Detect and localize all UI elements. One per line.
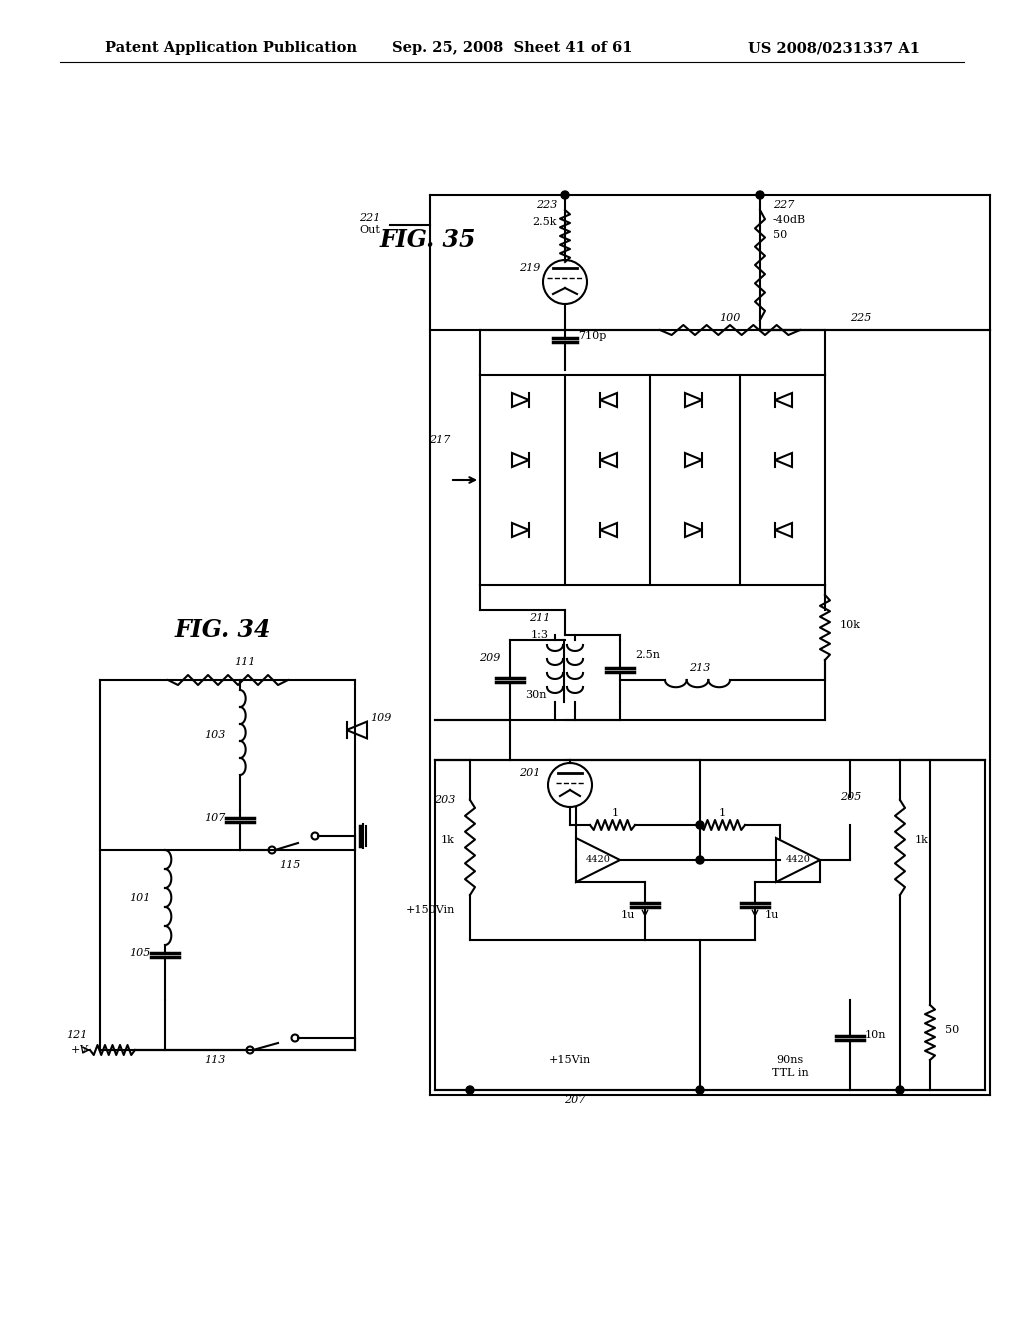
Polygon shape — [512, 453, 529, 467]
Circle shape — [756, 191, 764, 199]
Text: 101: 101 — [129, 894, 151, 903]
Text: Sep. 25, 2008  Sheet 41 of 61: Sep. 25, 2008 Sheet 41 of 61 — [392, 41, 632, 55]
Text: 10n: 10n — [865, 1030, 887, 1040]
Circle shape — [561, 191, 569, 199]
Text: 225: 225 — [850, 313, 871, 323]
Text: 100: 100 — [719, 313, 740, 323]
Polygon shape — [775, 453, 792, 467]
Polygon shape — [685, 393, 702, 407]
Text: 211: 211 — [529, 612, 551, 623]
Circle shape — [896, 1086, 904, 1094]
Text: 105: 105 — [129, 948, 151, 958]
Text: 121: 121 — [67, 1030, 88, 1040]
Text: 103: 103 — [205, 730, 225, 741]
Text: 710p: 710p — [578, 331, 606, 341]
Text: -40dB: -40dB — [773, 215, 806, 224]
Text: 207: 207 — [564, 1096, 586, 1105]
Text: 219: 219 — [519, 263, 541, 273]
Text: 217: 217 — [429, 436, 450, 445]
Polygon shape — [600, 523, 617, 537]
Text: 4420: 4420 — [586, 855, 610, 865]
Text: FIG. 35: FIG. 35 — [380, 228, 476, 252]
Text: 1: 1 — [611, 808, 618, 818]
Text: 205: 205 — [840, 792, 861, 803]
Text: 2.5k: 2.5k — [532, 216, 557, 227]
Text: 113: 113 — [205, 1055, 225, 1065]
Polygon shape — [512, 393, 529, 407]
Text: 50: 50 — [945, 1026, 959, 1035]
Text: TTL in: TTL in — [772, 1068, 808, 1078]
Text: 90ns: 90ns — [776, 1055, 804, 1065]
Circle shape — [696, 821, 705, 829]
Text: 10k: 10k — [840, 620, 861, 630]
Polygon shape — [512, 523, 529, 537]
Text: 107: 107 — [205, 813, 225, 822]
Text: +V: +V — [71, 1045, 88, 1055]
Text: 115: 115 — [280, 861, 301, 870]
Text: Out: Out — [359, 224, 380, 235]
Text: 1k: 1k — [441, 836, 455, 845]
Polygon shape — [775, 523, 792, 537]
Polygon shape — [775, 393, 792, 407]
Polygon shape — [685, 523, 702, 537]
Polygon shape — [685, 453, 702, 467]
Text: 221: 221 — [358, 213, 380, 223]
Text: 109: 109 — [370, 713, 391, 723]
Text: 2.5n: 2.5n — [635, 649, 660, 660]
Circle shape — [466, 1086, 474, 1094]
Polygon shape — [600, 453, 617, 467]
Text: +15Vin: +15Vin — [549, 1055, 591, 1065]
Circle shape — [696, 1086, 705, 1094]
Text: US 2008/0231337 A1: US 2008/0231337 A1 — [748, 41, 920, 55]
Polygon shape — [600, 393, 617, 407]
Text: 1k: 1k — [915, 836, 929, 845]
Text: 1u: 1u — [621, 909, 635, 920]
Circle shape — [696, 855, 705, 865]
Text: 227: 227 — [773, 201, 795, 210]
Text: 111: 111 — [234, 657, 256, 667]
Text: +150Vin: +150Vin — [406, 906, 455, 915]
Text: 1: 1 — [719, 808, 726, 818]
Text: 223: 223 — [536, 201, 557, 210]
Text: FIG. 34: FIG. 34 — [175, 618, 271, 642]
Text: 30n: 30n — [525, 690, 547, 700]
Text: 201: 201 — [518, 768, 540, 777]
Text: 1:3: 1:3 — [531, 630, 549, 640]
Text: 50: 50 — [773, 230, 787, 240]
Text: 213: 213 — [689, 663, 711, 673]
Text: 4420: 4420 — [785, 855, 810, 865]
Text: 209: 209 — [479, 653, 501, 663]
Text: 203: 203 — [433, 795, 455, 805]
Text: Patent Application Publication: Patent Application Publication — [105, 41, 357, 55]
Text: 1u: 1u — [765, 909, 779, 920]
Polygon shape — [346, 722, 367, 738]
